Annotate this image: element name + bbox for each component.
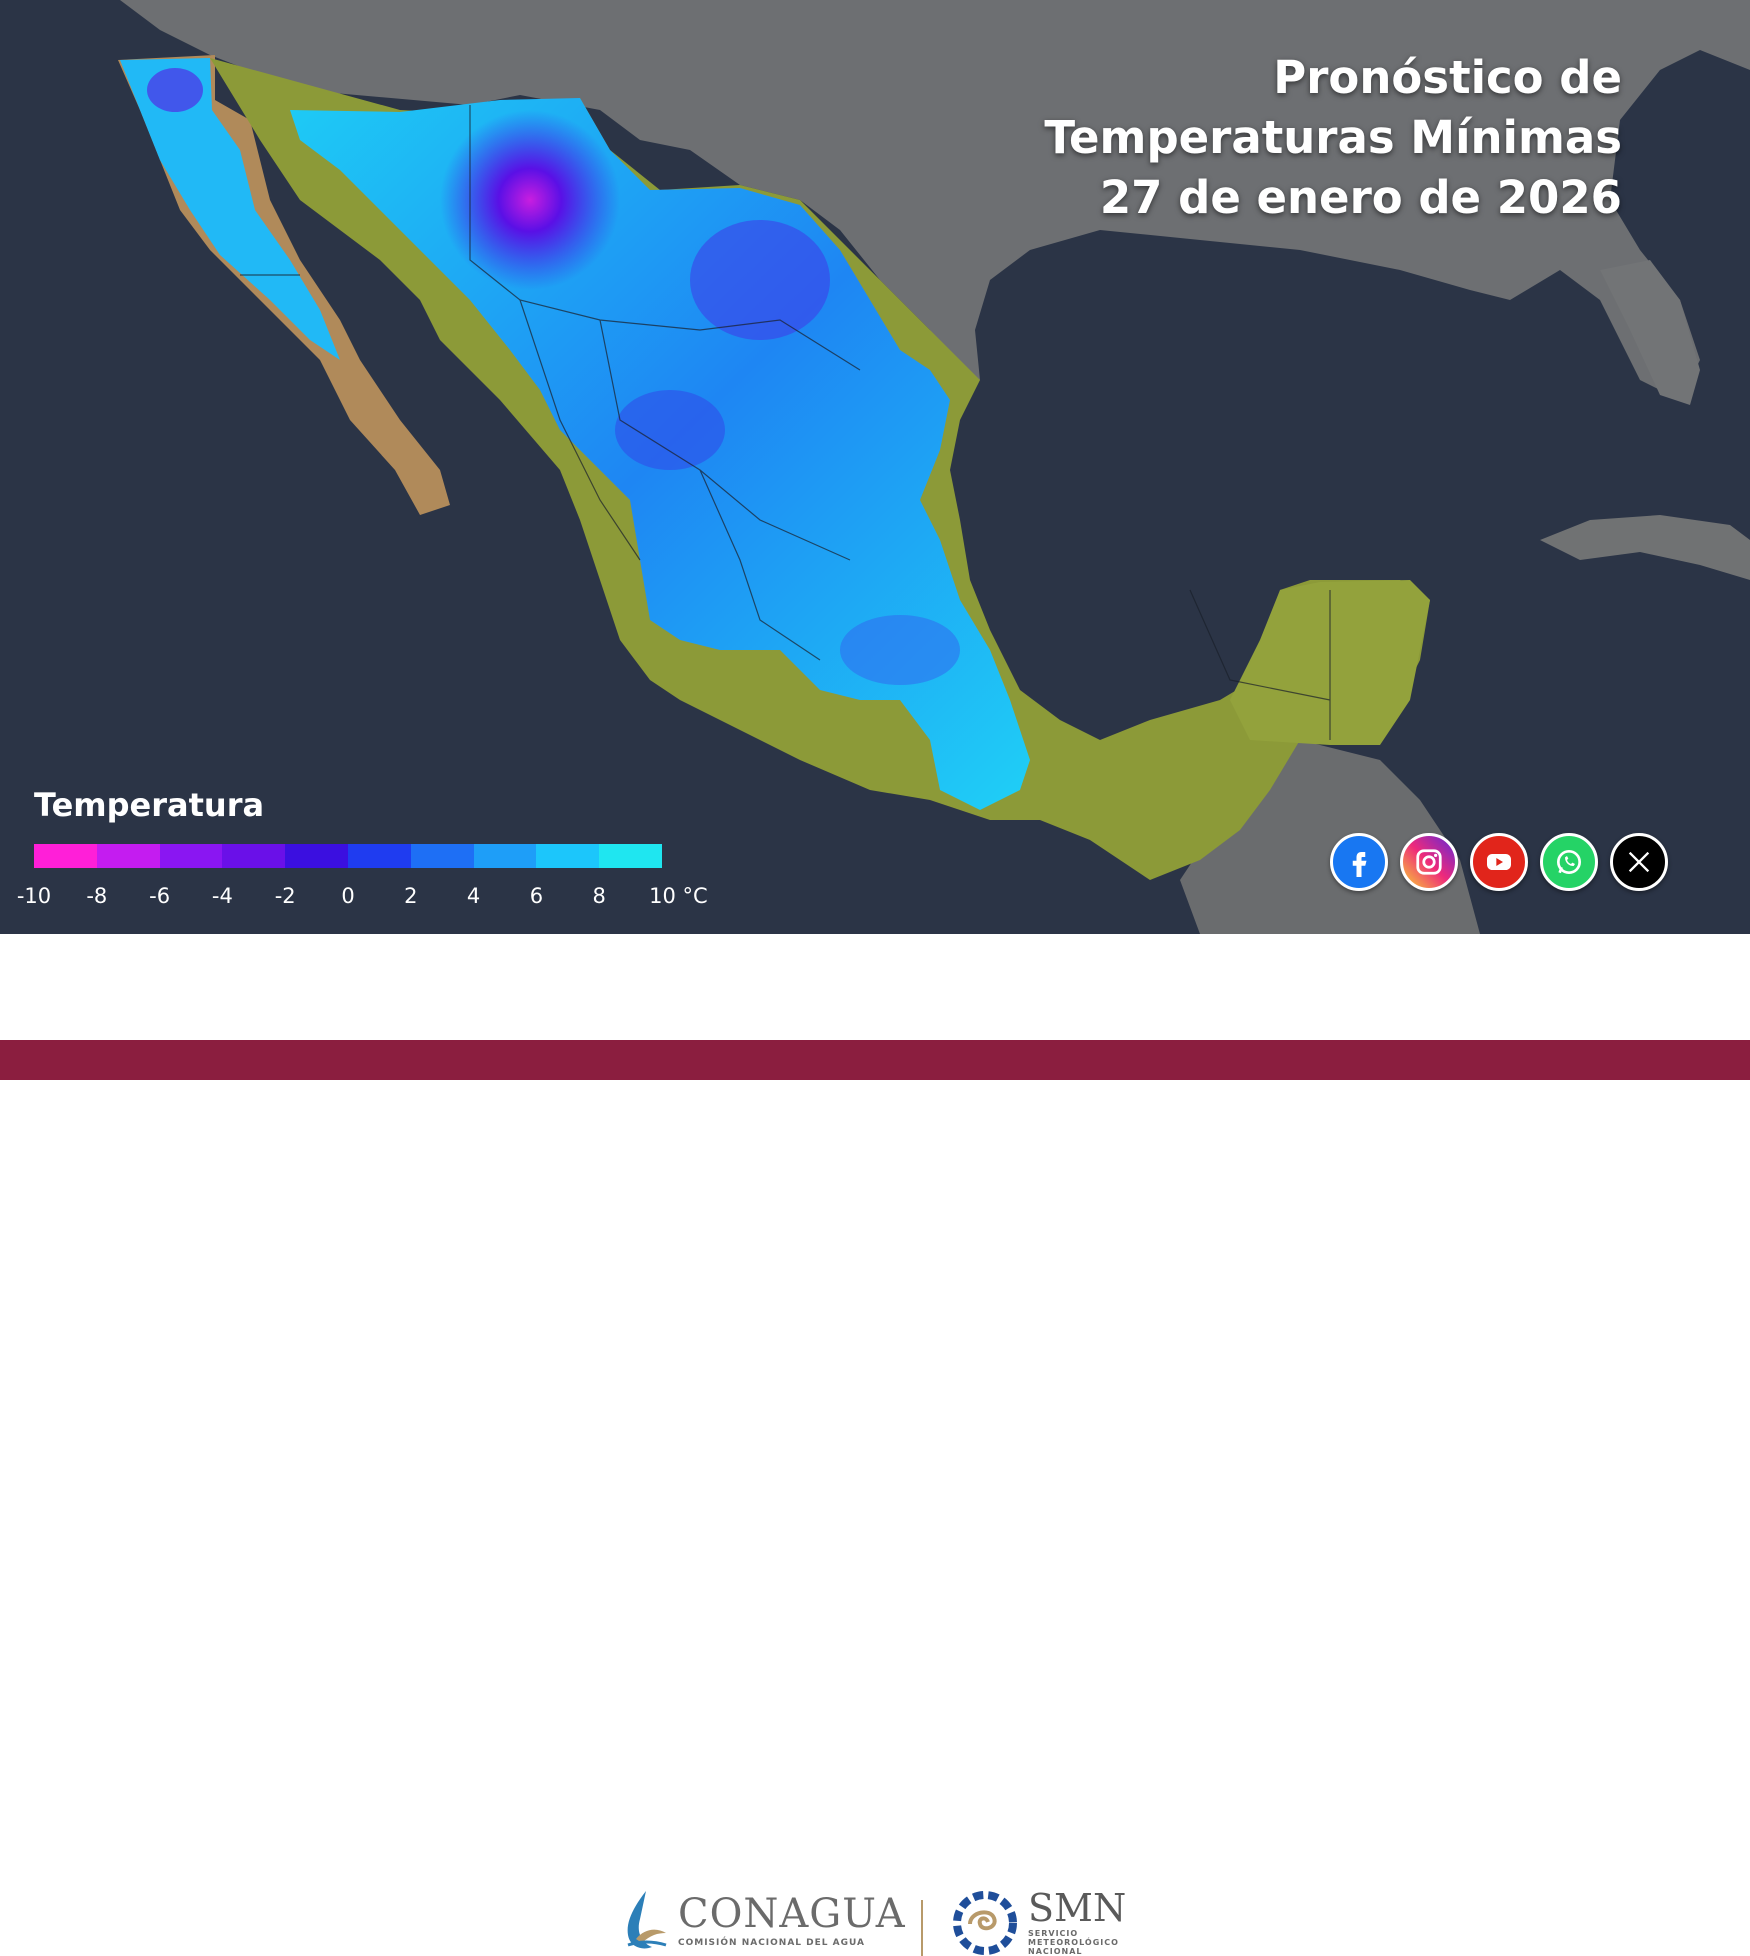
state-borders <box>240 105 1331 740</box>
legend-tick-label: 0 <box>341 884 355 908</box>
conagua-logo: CONAGUA COMISIÓN NACIONAL DEL AGUA <box>622 1889 906 1953</box>
title-line-2: Temperaturas Mínimas <box>1044 111 1622 164</box>
florida <box>1600 260 1700 405</box>
cold-zone-2 <box>690 220 830 340</box>
legend-swatch <box>34 844 97 868</box>
legend-swatch <box>536 844 600 868</box>
cold-core <box>440 110 620 290</box>
legend-tick-label: 2 <box>404 884 418 908</box>
baja-cold <box>120 58 340 360</box>
legend-title: Temperatura <box>34 786 265 824</box>
conagua-name: CONAGUA <box>678 1891 906 1937</box>
legend-tick-label: -10 <box>16 884 52 908</box>
youtube-icon[interactable] <box>1470 833 1528 891</box>
legend-tick-label: -8 <box>86 884 108 908</box>
usa-land <box>0 0 1750 400</box>
smn-subtitle: SERVICIO METEOROLÓGICO NACIONAL <box>1028 1929 1126 1956</box>
legend-tick-label: -2 <box>274 884 296 908</box>
map-area: Pronóstico de Temperaturas Mínimas 27 de… <box>0 0 1750 934</box>
instagram-icon[interactable] <box>1400 833 1458 891</box>
title-line-1: Pronóstico de <box>1273 51 1622 104</box>
cold-zone-5 <box>840 615 960 685</box>
smn-subtitle-line-1: SERVICIO <box>1028 1929 1079 1938</box>
cold-zone-4 <box>615 390 725 470</box>
legend-tick-label: -6 <box>149 884 171 908</box>
legend-swatch <box>96 844 160 868</box>
legend-tick-label: 8 <box>592 884 606 908</box>
title-line-3: 27 de enero de 2026 <box>1099 171 1622 224</box>
legend-tick-label: 6 <box>529 884 544 908</box>
legend-color-bar <box>34 844 662 868</box>
whatsapp-icon[interactable] <box>1540 833 1598 891</box>
legend-swatch <box>285 844 348 868</box>
legend-swatch <box>159 844 223 868</box>
x-icon[interactable] <box>1610 833 1668 891</box>
smn-logo: SMN SERVICIO METEOROLÓGICO NACIONAL <box>950 1889 1126 1956</box>
social-icons <box>1330 833 1668 891</box>
logo-divider <box>921 1900 923 1956</box>
smn-name: SMN <box>1028 1886 1127 1930</box>
smn-subtitle-line-3: NACIONAL <box>1028 1947 1083 1956</box>
legend-swatch <box>599 844 662 868</box>
footer: CONAGUA COMISIÓN NACIONAL DEL AGUA SMN S… <box>0 934 1750 1956</box>
legend-tick-label: 4 <box>466 884 481 908</box>
smn-subtitle-line-2: METEOROLÓGICO <box>1028 1938 1119 1947</box>
temperature-map <box>0 0 1750 934</box>
conagua-emblem-icon <box>627 1891 667 1949</box>
cold-zone-3 <box>147 68 203 112</box>
facebook-icon[interactable] <box>1330 833 1388 891</box>
conagua-subtitle: COMISIÓN NACIONAL DEL AGUA <box>678 1938 866 1948</box>
legend-tick-label: 10 °C <box>649 884 708 908</box>
smn-emblem-icon <box>953 1890 1017 1955</box>
legend-ticks: -10 -8 -6 -4 -2 0 2 4 6 8 10 °C <box>0 884 760 914</box>
legend-swatch <box>222 844 286 868</box>
legend-swatch <box>410 844 474 868</box>
legend-tick-label: -4 <box>211 884 233 908</box>
legend-swatch <box>473 844 537 868</box>
map-title: Pronóstico de Temperaturas Mínimas 27 de… <box>1044 48 1622 228</box>
legend-swatch <box>347 844 411 868</box>
footer-color-bar <box>0 1040 1750 1080</box>
cuba <box>1540 515 1750 580</box>
